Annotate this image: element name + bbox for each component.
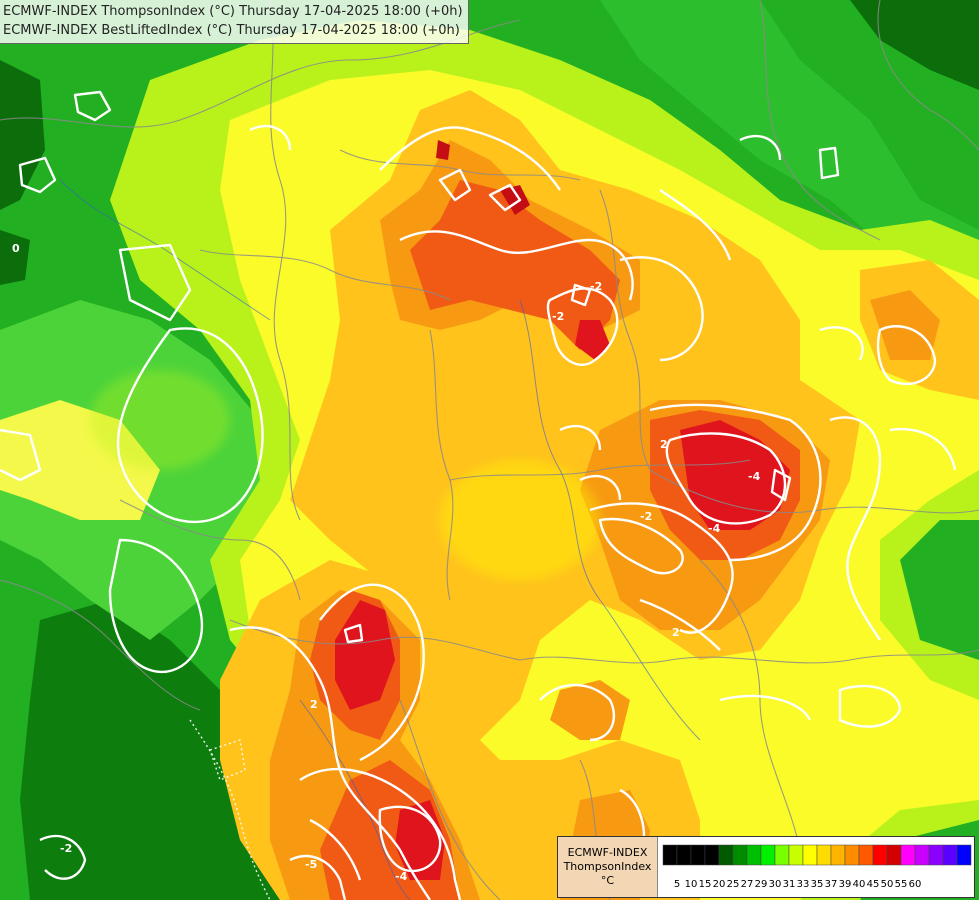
legend-color-scale: 5 10 15 20 25 27 29 30 31 33 35 37 39 40 45 50 55 60 [662, 844, 972, 890]
contour-label: -4 [748, 470, 761, 483]
rivers [59, 179, 701, 900]
legend-swatch [690, 844, 706, 866]
legend-tick-label: 31 [783, 879, 796, 890]
legend-tick-label: 55 [895, 879, 908, 890]
legend-swatch [816, 844, 832, 866]
legend-swatch [956, 844, 972, 866]
dotted-contours [189, 719, 271, 900]
contour-label: 2 [310, 698, 318, 711]
legend-tick-label: 33 [797, 879, 810, 890]
legend-tick-label: 25 [727, 879, 740, 890]
legend-tick-label: 50 [881, 879, 894, 890]
title-line-thompson: ECMWF-INDEX ThompsonIndex (°C) Thursday … [3, 4, 463, 19]
legend-parameter: ThompsonIndex [563, 860, 652, 873]
legend-swatch [788, 844, 804, 866]
contour-label: -2 [60, 842, 72, 855]
legend-swatch [718, 844, 734, 866]
legend-swatch [942, 844, 958, 866]
legend-swatch [900, 844, 916, 866]
legend-swatch [886, 844, 902, 866]
legend-unit: °C [600, 874, 615, 887]
legend-swatch [732, 844, 748, 866]
legend-swatch [858, 844, 874, 866]
color-legend: ECMWF-INDEX ThompsonIndex °C 5 10 15 20 25 27… [557, 836, 975, 898]
legend-swatch [746, 844, 762, 866]
legend-swatch [928, 844, 944, 866]
legend-swatch [844, 844, 860, 866]
legend-tick-label: 30 [769, 879, 782, 890]
legend-swatch [802, 844, 818, 866]
legend-swatch [774, 844, 790, 866]
contour-label: 2 [660, 438, 668, 451]
map-title-box: ECMWF-INDEX ThompsonIndex (°C) Thursday … [0, 0, 469, 44]
legend-caption: ECMWF-INDEX ThompsonIndex °C [558, 837, 658, 897]
legend-model: ECMWF-INDEX [567, 846, 648, 859]
contour-label: -2 [552, 310, 564, 323]
legend-tick-label: 5 [674, 879, 680, 890]
title-line-lifted: ECMWF-INDEX BestLiftedIndex (°C) Thursda… [3, 23, 460, 38]
legend-tick-label: 45 [867, 879, 880, 890]
legend-swatch [704, 844, 720, 866]
shading-overlay [90, 370, 600, 580]
legend-tick-label: 60 [909, 879, 922, 890]
contour-label: -2 [640, 510, 652, 523]
contour-label: 2 [672, 626, 680, 639]
legend-swatch [872, 844, 888, 866]
contour-labels: 0 2 2 2 -2 -4 -4 -5 -4 -2 -2 -2 [12, 242, 761, 883]
contour-label: 0 [12, 242, 20, 255]
legend-swatch [914, 844, 930, 866]
legend-tick-label: 39 [839, 879, 852, 890]
contour-label: -4 [395, 870, 408, 883]
legend-tick-label: 27 [741, 879, 754, 890]
legend-tick-label: 35 [811, 879, 824, 890]
contour-label: -2 [590, 280, 602, 293]
legend-swatch [830, 844, 846, 866]
legend-tick-label: 10 [685, 879, 698, 890]
legend-swatch [676, 844, 692, 866]
legend-swatch [760, 844, 776, 866]
legend-tick-label: 37 [825, 879, 838, 890]
lifted-index-contours [0, 90, 957, 900]
contour-label: -5 [305, 858, 317, 871]
legend-tick-label: 29 [755, 879, 768, 890]
legend-tick-label: 40 [853, 879, 866, 890]
legend-swatch [662, 844, 678, 866]
legend-tick-label: 15 [699, 879, 712, 890]
legend-tick-label: 20 [713, 879, 726, 890]
contour-label: -4 [708, 522, 721, 535]
